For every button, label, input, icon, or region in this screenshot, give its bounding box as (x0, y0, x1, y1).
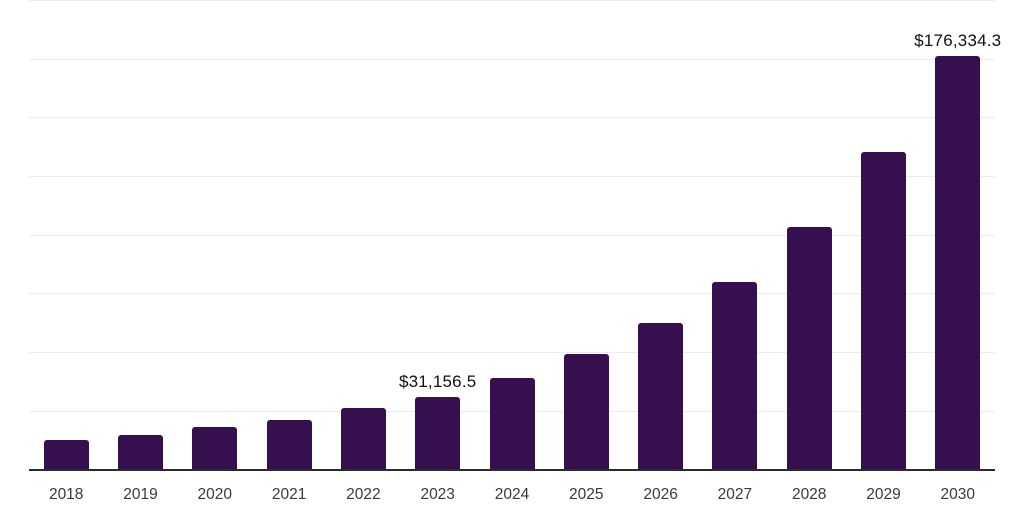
bar-data-label-2030: $176,334.3 (914, 31, 1002, 51)
bar-2018 (43, 440, 89, 470)
x-tick-label-2026: 2026 (643, 486, 678, 503)
x-axis-line (29, 469, 995, 471)
bar-data-label-2023: $31,156.5 (398, 371, 477, 391)
gridline (29, 293, 995, 294)
x-tick-label-2022: 2022 (346, 486, 381, 503)
bar-2022 (340, 408, 386, 470)
x-tick-label-2019: 2019 (123, 486, 158, 503)
x-tick-label-2027: 2027 (717, 486, 753, 503)
x-tick-label-2029: 2029 (866, 486, 901, 503)
bar-2019 (118, 435, 163, 470)
x-tick-label-2024: 2024 (494, 486, 530, 503)
gridline (29, 235, 995, 236)
gridline (29, 117, 995, 118)
bar-2025 (563, 354, 609, 470)
bar-2030 (935, 56, 981, 470)
x-tick-label-2020: 2020 (197, 486, 233, 503)
bar-2026 (638, 323, 684, 470)
plot-area: $31,156.5 $176,334.3 (29, 0, 1001, 471)
x-tick-label-2030: 2030 (940, 486, 976, 503)
gridline (29, 0, 995, 1)
gridline (29, 59, 995, 60)
bar-2023 (415, 396, 461, 470)
bar-2028 (786, 226, 832, 470)
x-axis-tick-labels: 2018 2019 2020 2021 2022 2023 2024 2025 2026 2027… (29, 484, 995, 504)
gridline (29, 176, 995, 177)
bar-2027 (712, 282, 758, 470)
x-tick-label-2018: 2018 (48, 486, 84, 503)
bar-2029 (861, 151, 906, 470)
x-tick-label-2025: 2025 (569, 486, 604, 503)
bar-2024 (489, 377, 535, 470)
bar-2020 (192, 427, 238, 470)
x-tick-label-2028: 2028 (791, 486, 827, 503)
gridline (29, 352, 995, 353)
x-tick-label-2021: 2021 (271, 486, 307, 503)
bar-2021 (266, 419, 312, 470)
x-tick-label-2023: 2023 (420, 486, 455, 503)
